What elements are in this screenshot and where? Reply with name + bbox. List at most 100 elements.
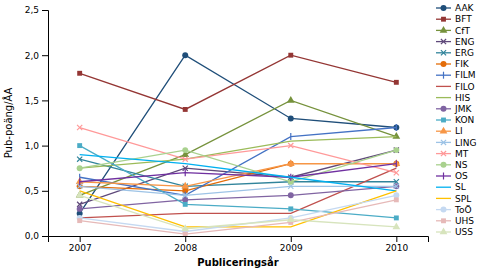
marker-group bbox=[185, 169, 186, 176]
marker bbox=[393, 147, 399, 153]
legend-item: HIS bbox=[436, 93, 470, 103]
legend-label: USS bbox=[455, 227, 473, 237]
marker bbox=[77, 143, 82, 148]
legend-item: NS bbox=[436, 160, 468, 170]
series-line bbox=[80, 55, 397, 109]
legend-marker-group bbox=[441, 106, 447, 112]
legend-label: FILO bbox=[455, 82, 475, 92]
legend-marker-group bbox=[441, 50, 446, 55]
legend-marker-group bbox=[441, 61, 447, 67]
tick-mark bbox=[42, 10, 48, 11]
marker-group bbox=[287, 159, 295, 166]
legend-item: LI bbox=[436, 126, 463, 136]
marker bbox=[183, 107, 188, 112]
marker bbox=[79, 178, 80, 185]
tick-label: 0,0 bbox=[25, 231, 40, 241]
marker-group bbox=[77, 125, 82, 130]
series-line bbox=[80, 100, 397, 195]
legend-marker bbox=[441, 218, 446, 223]
legend-label: ERG bbox=[455, 48, 474, 58]
marker bbox=[181, 224, 189, 231]
marker-group bbox=[392, 222, 400, 229]
legend-item: ENG bbox=[436, 37, 474, 47]
series-line bbox=[80, 186, 397, 195]
tick: 0,5 bbox=[25, 186, 48, 196]
marker bbox=[394, 80, 399, 85]
marker bbox=[77, 71, 82, 76]
legend-label: LI bbox=[455, 126, 463, 136]
legend-marker-group bbox=[443, 173, 444, 180]
marker-group bbox=[77, 143, 82, 148]
series-line bbox=[80, 164, 397, 182]
marker bbox=[394, 170, 399, 175]
legend-marker bbox=[443, 173, 444, 180]
axis-line bbox=[42, 11, 49, 237]
legend-swatch bbox=[436, 86, 451, 87]
marker-group bbox=[77, 206, 83, 212]
legend-label: NS bbox=[455, 160, 468, 170]
series-line bbox=[80, 150, 397, 182]
marker-group bbox=[288, 192, 294, 198]
legend-label: FIK bbox=[455, 59, 470, 69]
tick-label: 1,5 bbox=[25, 96, 39, 106]
marker-group bbox=[290, 133, 291, 140]
legend-item: AAK bbox=[436, 3, 475, 13]
legend-item: BFT bbox=[436, 14, 472, 24]
legend-marker bbox=[441, 61, 447, 67]
marker-group bbox=[183, 202, 188, 207]
marker-group bbox=[394, 170, 399, 175]
tick-label: 2008 bbox=[174, 243, 197, 253]
legend-label: SL bbox=[455, 182, 466, 192]
marker-group bbox=[183, 232, 188, 236]
legend-marker-group bbox=[441, 140, 446, 145]
legend-marker-group bbox=[441, 39, 446, 44]
legend-marker-group bbox=[440, 127, 448, 134]
marker bbox=[288, 192, 294, 198]
legend-swatch bbox=[436, 97, 451, 98]
marker bbox=[183, 157, 188, 162]
marker bbox=[183, 202, 188, 207]
marker bbox=[77, 206, 83, 212]
tick-label: 2,5 bbox=[25, 5, 39, 15]
legend-marker-group bbox=[441, 5, 447, 11]
series-line bbox=[80, 191, 397, 227]
marker bbox=[392, 222, 400, 229]
series-line bbox=[80, 195, 397, 228]
y-axis-title: Pub-poäng/ÅA bbox=[2, 88, 14, 159]
legend-label: CfT bbox=[455, 26, 470, 36]
legend-marker bbox=[443, 72, 444, 79]
legend-marker-group bbox=[441, 151, 446, 156]
tick-label: 2009 bbox=[280, 243, 303, 253]
marker bbox=[183, 232, 188, 236]
legend-label: MT bbox=[455, 149, 469, 159]
tick-label: 1,0 bbox=[25, 141, 40, 151]
marker bbox=[77, 157, 82, 162]
tick: 1,5 bbox=[25, 96, 48, 106]
legend-label: JMK bbox=[454, 104, 472, 114]
marker-group bbox=[183, 193, 188, 198]
legend-marker-group bbox=[440, 26, 448, 33]
marker bbox=[183, 193, 188, 198]
series-line bbox=[80, 195, 397, 231]
legend-swatch bbox=[436, 187, 451, 188]
marker-group bbox=[77, 218, 82, 223]
legend-marker bbox=[441, 39, 446, 44]
marker bbox=[287, 215, 295, 222]
legend-label: KON bbox=[455, 115, 474, 125]
marker bbox=[392, 132, 400, 139]
legend-label: UHS bbox=[455, 216, 474, 226]
marker-group bbox=[394, 80, 399, 85]
legend-label: ToÖ bbox=[454, 205, 472, 215]
tick-mark bbox=[185, 236, 186, 242]
marker-group bbox=[394, 215, 399, 220]
legend-label: AAK bbox=[455, 3, 475, 13]
legend-marker bbox=[441, 118, 446, 123]
series-line bbox=[80, 155, 397, 191]
marker-group bbox=[288, 206, 293, 211]
legend-label: SPL bbox=[455, 194, 471, 204]
axis-line bbox=[49, 237, 429, 243]
marker-group bbox=[393, 147, 399, 153]
legend-marker bbox=[441, 5, 447, 11]
legend-marker-group bbox=[441, 218, 446, 223]
legend-item: FILO bbox=[436, 82, 475, 92]
